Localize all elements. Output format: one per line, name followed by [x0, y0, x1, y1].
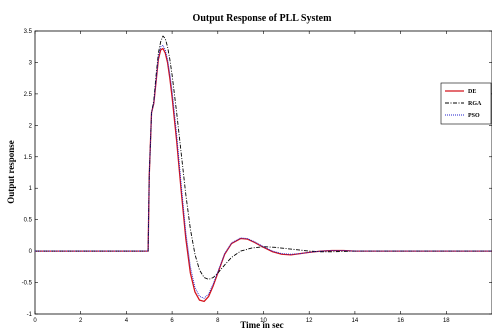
series-line-de [35, 47, 492, 303]
series-line-rga [35, 35, 492, 280]
plot-area [34, 30, 492, 315]
y-tick-label: 3 [29, 60, 33, 66]
legend-label-rga: RGA [468, 101, 482, 107]
legend-label-pso: PSO [468, 113, 480, 119]
series-lines [35, 35, 492, 303]
y-axis-label: Output response [6, 140, 16, 204]
y-axis-ticks: -1 -0.5 0 0.5 1 1.5 2 2.5 3 3.5 [22, 29, 492, 318]
y-tick-label: 0.5 [24, 218, 33, 224]
x-tick-label: 10 [260, 318, 267, 324]
x-tick-label: 6 [170, 318, 174, 324]
x-tick-label: 8 [216, 318, 220, 324]
x-tick-label: 2 [79, 318, 83, 324]
legend: DE RGA PSO [440, 82, 492, 125]
x-tick-label: 16 [397, 318, 404, 324]
y-tick-label: 2.5 [24, 92, 33, 98]
y-tick-label: -0.5 [22, 281, 33, 287]
chart-title: Output Response of PLL System [193, 13, 333, 24]
y-tick-label: -1 [27, 312, 33, 318]
x-tick-label: 18 [443, 318, 450, 324]
x-axis-label: Time in sec [240, 320, 283, 330]
legend-label-de: DE [468, 89, 476, 95]
y-tick-label: 0 [29, 249, 33, 255]
x-tick-label: 12 [306, 318, 313, 324]
series-line-pso [35, 45, 492, 299]
x-tick-label: 4 [125, 318, 129, 324]
x-tick-label: 0 [33, 318, 37, 324]
y-tick-label: 2 [29, 123, 33, 129]
y-tick-label: 3.5 [24, 29, 33, 35]
x-tick-label: 14 [352, 318, 359, 324]
y-tick-label: 1.5 [24, 155, 33, 161]
x-axis-ticks: 0 2 4 6 8 10 12 14 16 18 [33, 31, 450, 324]
y-tick-label: 1 [29, 186, 33, 192]
legend-box [440, 82, 492, 125]
